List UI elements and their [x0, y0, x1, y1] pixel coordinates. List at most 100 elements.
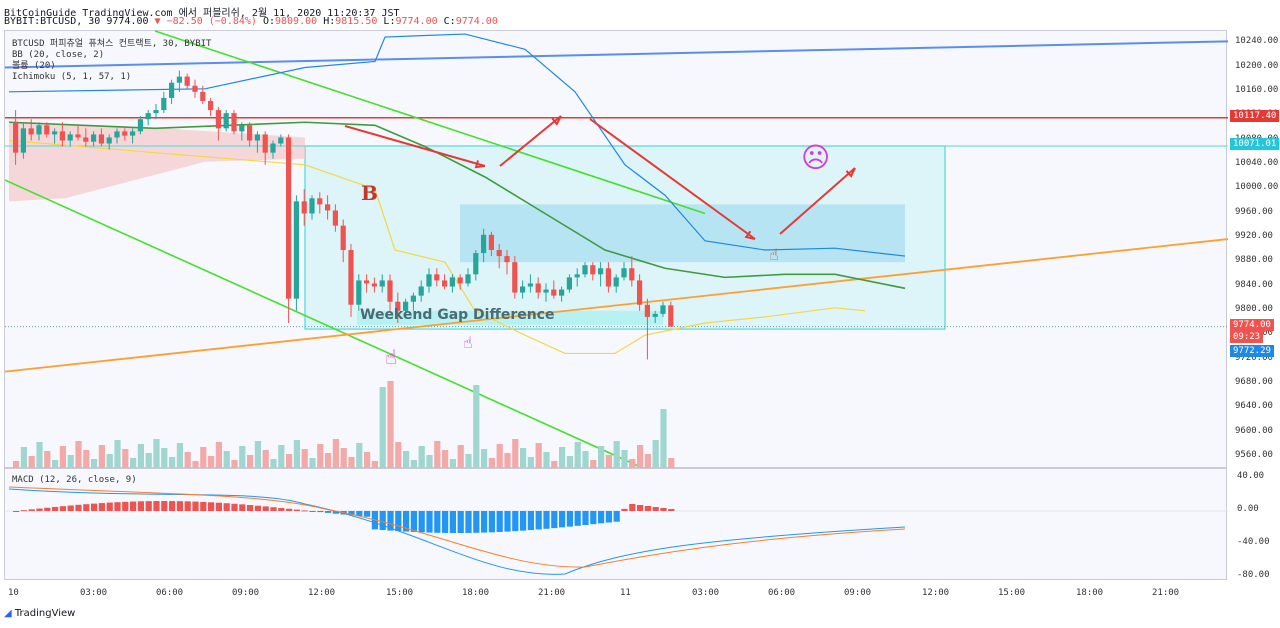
time-axis-tick: 06:00 [768, 588, 796, 598]
volume-bar [473, 385, 480, 469]
candle-body [317, 198, 323, 205]
volume-bar [465, 454, 472, 469]
tradingview-logo-icon: ◢ [4, 608, 12, 619]
volume-bar [613, 441, 620, 469]
close-value: 9774.00 [455, 16, 498, 27]
ohlc-header: BYBIT:BTCUSD, 30 9774.00 ▼ −82.50 (−0.84… [4, 16, 498, 27]
weekend-gap-label[interactable]: Weekend Gap Difference [360, 307, 555, 323]
macd-histogram-bar [520, 511, 527, 531]
volume-bar [457, 445, 464, 469]
symbol-label: BYBIT:BTCUSD, 30 [4, 16, 101, 27]
volume-bar [91, 459, 98, 469]
macd-histogram-bar [644, 506, 651, 511]
volume-bar [114, 440, 121, 469]
b-marker-label[interactable]: B [361, 181, 378, 205]
macd-histogram-bar [410, 511, 417, 532]
macd-histogram-bar [379, 511, 386, 530]
macd-histogram-bar [286, 508, 293, 511]
legend-volume[interactable]: 볼륨 (20) [12, 61, 56, 71]
tradingview-logo[interactable]: ◢ TradingView [4, 608, 75, 619]
volume-bar [200, 447, 207, 469]
volume-bar [387, 381, 394, 469]
volume-bar [44, 451, 51, 469]
volume-bar [559, 447, 566, 469]
time-axis-tick: 21:00 [538, 588, 566, 598]
volume-bar [621, 450, 628, 469]
macd-histogram-bar [145, 501, 152, 511]
red-arrow [474, 160, 486, 169]
volume-bar [247, 455, 254, 469]
candle-body [410, 295, 416, 302]
legend-macd[interactable]: MACD (12, 26, close, 9) [12, 475, 137, 485]
candle-body [83, 137, 89, 142]
candle-body [371, 283, 377, 287]
macd-histogram-bar [247, 505, 254, 511]
legend-bb[interactable]: BB (20, close, 2) [12, 50, 105, 60]
candle-body [449, 277, 455, 287]
time-axis-tick: 09:00 [232, 588, 260, 598]
macd-histogram-bar [403, 511, 410, 532]
macd-histogram-bar [59, 506, 66, 511]
green-trendline [4, 179, 646, 470]
bb-upper-band [8, 33, 906, 257]
hand-pointer-icon[interactable]: ☝ [769, 245, 779, 264]
volume-bar [512, 439, 519, 469]
volume-bar [325, 453, 332, 469]
macd-histogram-bar [434, 511, 441, 533]
candle-body [52, 131, 58, 135]
time-axis-tick: 12:00 [308, 588, 336, 598]
hand-pointer-icon[interactable]: ☝ [463, 333, 473, 352]
price-axis-tick: 9960.00 [1235, 206, 1273, 217]
volume-bar [652, 440, 659, 469]
volume-bar [161, 448, 168, 469]
macd-histogram-bar [559, 511, 566, 528]
low-value: 9774.00 [395, 16, 438, 27]
volume-bar [371, 461, 378, 469]
volume-bar [332, 439, 339, 469]
price-axis-tick: 9880.00 [1235, 255, 1273, 266]
price-chart-svg[interactable] [4, 30, 1229, 470]
macd-histogram-bar [668, 509, 675, 511]
legend-ichimoku[interactable]: Ichimoku (5, 1, 57, 1) [12, 72, 132, 82]
red-arrow [589, 118, 756, 240]
candle-body [114, 131, 120, 138]
volume-bar [551, 461, 558, 469]
macd-histogram-bar [254, 505, 261, 511]
indicator-legend: BTCUSD 퍼피츄얼 퓨쳐스 컨트랙트, 30, BYBIT BB (20, … [12, 39, 211, 83]
macd-histogram-bar [527, 511, 534, 531]
volume-bar [496, 444, 503, 469]
volume-bar [208, 456, 215, 469]
macd-chart-svg[interactable] [5, 469, 1228, 581]
price-pane[interactable]: BTCUSD 퍼피츄얼 퓨쳐스 컨트랙트, 30, BYBIT BB (20, … [4, 30, 1229, 470]
volume-bar [13, 461, 20, 469]
candle-body [192, 85, 198, 92]
candle-body [184, 76, 190, 86]
volume-bar [574, 442, 581, 469]
volume-bar [106, 454, 113, 469]
macd-histogram-bar [262, 506, 269, 511]
ichimoku-cloud [460, 204, 905, 263]
candle-body [512, 262, 518, 293]
macd-histogram-bar [231, 503, 238, 511]
macd-pane[interactable]: MACD (12, 26, close, 9) [4, 468, 1228, 581]
macd-histogram-bar [574, 511, 581, 526]
candle-body [176, 76, 182, 83]
candle-body [137, 119, 143, 132]
time-axis-tick: 03:00 [80, 588, 108, 598]
macd-histogram-bar [481, 511, 488, 533]
sad-face-icon[interactable]: ☹ [801, 141, 831, 174]
time-axis-tick: 03:00 [692, 588, 720, 598]
volume-bar [379, 387, 386, 469]
hand-pointer-icon[interactable]: ☝ [385, 345, 398, 369]
macd-histogram-bar [130, 501, 137, 511]
candle-body [473, 253, 479, 275]
legend-title[interactable]: BTCUSD 퍼피츄얼 퓨쳐스 컨트랙트, 30, BYBIT [12, 39, 212, 49]
candle-body [270, 143, 276, 153]
candle-body [598, 268, 604, 275]
gap-label-highlight [357, 310, 663, 325]
candle-body [644, 304, 650, 317]
volume-bar [301, 449, 308, 469]
price-axis-tick: 9640.00 [1235, 401, 1273, 412]
volume-bar [36, 442, 43, 469]
candle-body [122, 131, 128, 136]
